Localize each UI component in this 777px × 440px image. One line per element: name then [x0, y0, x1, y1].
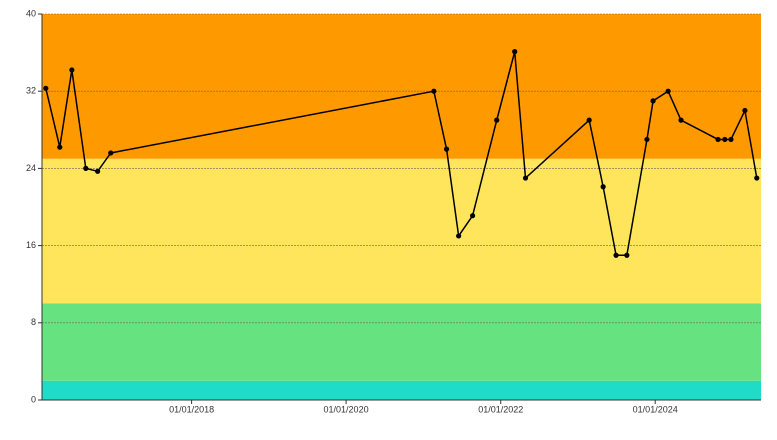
point	[69, 67, 75, 73]
x-tick-label: 01/01/2022	[478, 404, 523, 414]
y-tick-label: 16	[26, 240, 36, 250]
y-tick-label: 8	[31, 317, 36, 327]
point	[665, 88, 671, 94]
y-tick-label: 0	[31, 394, 36, 404]
point	[644, 136, 650, 143]
point	[57, 144, 63, 150]
point	[522, 175, 529, 181]
series-line	[45, 51, 758, 256]
point	[613, 252, 619, 258]
point	[754, 175, 760, 181]
x-tick-label: 01/01/2020	[324, 404, 369, 414]
band	[42, 380, 761, 400]
point	[456, 233, 462, 239]
point	[494, 117, 500, 123]
point	[512, 49, 518, 55]
y-tick-label: 32	[26, 86, 36, 96]
band	[42, 303, 761, 381]
point	[722, 136, 728, 143]
point	[443, 146, 450, 152]
point	[469, 213, 476, 219]
y-tick-label: 40	[26, 8, 36, 18]
point	[83, 165, 89, 171]
point	[600, 184, 606, 190]
point	[728, 136, 734, 143]
point	[624, 252, 630, 258]
y-tick-label: 24	[26, 163, 36, 173]
point	[678, 117, 684, 123]
point	[108, 150, 114, 156]
point	[586, 117, 592, 123]
x-tick-label: 01/01/2024	[633, 404, 678, 414]
point	[431, 88, 437, 94]
point	[715, 136, 721, 143]
point	[650, 98, 656, 104]
band	[42, 158, 761, 304]
band	[42, 14, 761, 159]
point	[95, 168, 101, 174]
x-tick-label: 01/01/2018	[169, 404, 214, 414]
point	[43, 85, 49, 91]
point	[742, 107, 748, 114]
